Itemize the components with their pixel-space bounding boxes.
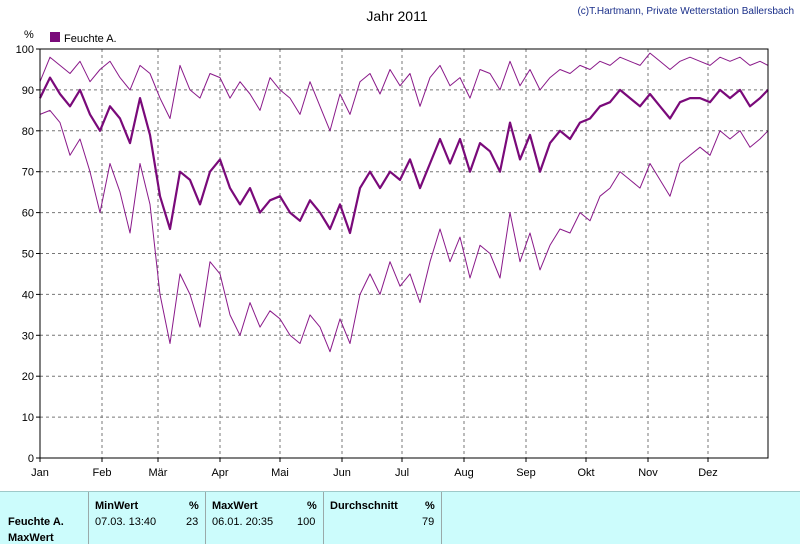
chart-title: Jahr 2011 <box>366 8 427 24</box>
average-unit: % <box>425 500 435 512</box>
row-label-sub: MaxWert <box>8 532 54 544</box>
x-axis: Jan Feb Mär Apr Mai Jun Jul Aug Sep Okt Nov Dez <box>31 458 718 479</box>
series-line-min <box>39 109 769 353</box>
x-tick-label: Apr <box>211 467 228 479</box>
series-line-mean <box>39 76 769 235</box>
chart-credit: (c)T.Hartmann, Private Wetterstation Bal… <box>577 6 794 17</box>
max-value: 100 <box>297 516 316 528</box>
y-axis: 0 10 20 30 40 50 60 70 80 90 100 <box>16 44 40 465</box>
y-axis-unit: % <box>24 29 34 41</box>
x-tick-label: Sep <box>516 467 536 479</box>
column-divider <box>323 492 324 544</box>
max-time: 06.01. 20:35 <box>212 516 274 528</box>
column-divider <box>205 492 206 544</box>
average-header: Durchschnitt <box>330 500 398 512</box>
y-tick-label: 60 <box>22 208 34 220</box>
min-unit: % <box>189 500 199 512</box>
x-tick-label: Aug <box>454 467 474 479</box>
y-tick-label: 50 <box>22 249 34 261</box>
x-tick-label: Jan <box>31 467 49 479</box>
max-header: MaxWert <box>212 500 258 512</box>
x-tick-label: Nov <box>638 467 658 479</box>
max-unit: % <box>307 500 317 512</box>
legend-swatch <box>50 32 60 42</box>
x-tick-label: Okt <box>577 467 594 479</box>
y-tick-label: 10 <box>22 412 34 424</box>
grid <box>40 49 768 458</box>
y-tick-label: 70 <box>22 167 34 179</box>
statistics-panel: Feuchte A. MaxWert MinWert % 07.03. 13:4… <box>0 491 800 544</box>
y-tick-label: 90 <box>22 85 34 97</box>
x-tick-label: Mai <box>271 467 289 479</box>
x-tick-label: Dez <box>698 467 718 479</box>
y-tick-label: 30 <box>22 330 34 342</box>
x-tick-label: Mär <box>149 467 168 479</box>
series-line-max <box>39 52 769 132</box>
y-tick-label: 100 <box>16 44 34 56</box>
y-tick-label: 0 <box>28 453 34 465</box>
series-lines <box>39 52 769 353</box>
min-time: 07.03. 13:40 <box>95 516 157 528</box>
x-tick-label: Feb <box>93 467 112 479</box>
y-tick-label: 80 <box>22 126 34 138</box>
humidity-chart: Jahr 2011 (c)T.Hartmann, Private Wetters… <box>16 6 794 479</box>
min-value: 23 <box>186 516 199 528</box>
y-tick-label: 40 <box>22 289 34 301</box>
x-tick-label: Jul <box>395 467 409 479</box>
average-value: 79 <box>422 516 435 528</box>
y-tick-label: 20 <box>22 371 34 383</box>
min-header: MinWert <box>95 500 139 512</box>
row-label: Feuchte A. <box>8 516 64 528</box>
column-divider <box>441 492 442 544</box>
x-tick-label: Jun <box>333 467 351 479</box>
legend-label: Feuchte A. <box>64 33 117 45</box>
column-divider <box>88 492 89 544</box>
